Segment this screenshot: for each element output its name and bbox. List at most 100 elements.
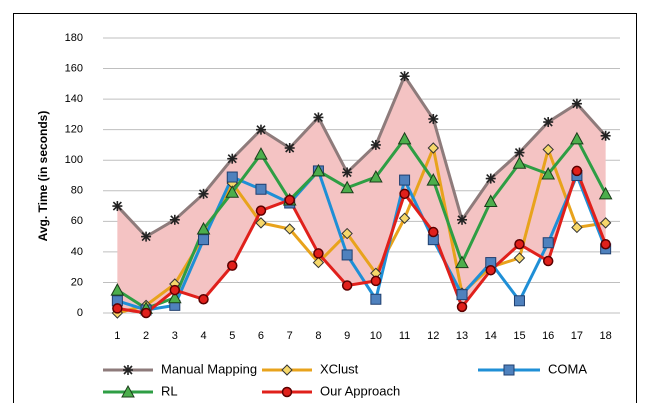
marker-stroke (342, 167, 352, 178)
marker (514, 147, 525, 158)
marker (457, 214, 468, 225)
marker (227, 260, 238, 271)
marker-stroke (371, 140, 381, 150)
x-tick-label: 4 (200, 330, 206, 342)
x-tick-label: 11 (399, 330, 410, 342)
marker (140, 307, 152, 319)
y-tick-label: 80 (71, 185, 83, 197)
marker (123, 365, 133, 375)
marker-stroke (285, 143, 295, 153)
marker (428, 113, 439, 124)
y-axis-title: Avg. Time (in seconds) (36, 111, 50, 242)
marker (456, 301, 468, 313)
marker (541, 166, 556, 180)
series-line (116, 168, 608, 312)
marker (340, 180, 354, 194)
marker (313, 248, 324, 259)
marker (426, 173, 441, 186)
marker (570, 131, 584, 145)
marker (513, 252, 526, 264)
marker (342, 167, 353, 178)
marker (542, 143, 554, 156)
x-tick-label: 13 (456, 330, 468, 342)
x-tick-label: 15 (513, 330, 525, 342)
marker (283, 223, 296, 235)
marker (370, 275, 382, 287)
marker (571, 221, 583, 234)
marker (542, 255, 554, 267)
marker (227, 153, 238, 164)
marker (483, 194, 498, 207)
marker (485, 173, 496, 184)
x-tick-label: 8 (315, 330, 321, 342)
marker (398, 212, 411, 224)
marker (255, 183, 267, 195)
x-tick-label: 14 (485, 330, 497, 342)
marker (543, 117, 554, 128)
marker (281, 364, 293, 376)
marker (312, 256, 325, 269)
y-tick-label: 0 (77, 307, 83, 319)
x-tick-label: 12 (427, 330, 439, 342)
marker-stroke (457, 215, 467, 225)
marker (225, 185, 240, 198)
marker (196, 221, 211, 235)
marker (341, 249, 353, 261)
marker (428, 226, 439, 238)
y-tick-label: 60 (71, 215, 83, 227)
x-tick-label: 9 (344, 330, 350, 342)
marker-stroke (486, 173, 496, 184)
series-line (116, 73, 607, 239)
x-tick-label: 1 (114, 330, 120, 342)
marker-stroke (428, 114, 438, 124)
marker (485, 264, 496, 276)
marker (198, 234, 210, 246)
x-tick-label: 18 (600, 330, 612, 342)
marker (110, 283, 125, 296)
marker (341, 280, 353, 291)
marker-stroke (601, 131, 611, 141)
marker (255, 205, 267, 216)
y-tick-label: 120 (65, 124, 83, 136)
marker-stroke (400, 71, 410, 81)
legend-label: RL (161, 383, 178, 398)
marker (169, 284, 181, 296)
y-tick-label: 140 (65, 93, 83, 105)
marker (311, 163, 326, 177)
marker (399, 71, 410, 82)
x-tick-label: 7 (287, 330, 293, 342)
marker-stroke (123, 365, 133, 375)
x-tick-label: 16 (542, 330, 554, 342)
x-tick-label: 2 (143, 330, 149, 342)
marker (427, 142, 440, 154)
marker (397, 131, 412, 145)
marker (512, 156, 527, 169)
marker-stroke (141, 232, 151, 242)
marker (571, 98, 582, 109)
legend-label: XClust (320, 361, 359, 376)
x-tick-label: 6 (258, 330, 264, 342)
marker (169, 214, 180, 225)
marker (284, 143, 295, 153)
marker (313, 112, 324, 123)
marker (598, 186, 613, 200)
marker (226, 171, 238, 183)
y-tick-label: 160 (65, 62, 83, 74)
marker (198, 188, 209, 199)
marker (141, 231, 152, 242)
marker (600, 130, 611, 141)
marker-stroke (543, 117, 553, 127)
marker (599, 217, 612, 229)
marker (542, 237, 554, 249)
marker (503, 364, 515, 376)
marker (198, 294, 209, 305)
marker (370, 139, 381, 150)
marker (112, 303, 123, 314)
marker (399, 188, 410, 200)
marker (514, 239, 525, 250)
marker (254, 147, 268, 160)
range-band (117, 76, 606, 313)
marker (600, 239, 611, 250)
marker (571, 165, 583, 177)
legend-label: Our Approach (320, 383, 400, 398)
